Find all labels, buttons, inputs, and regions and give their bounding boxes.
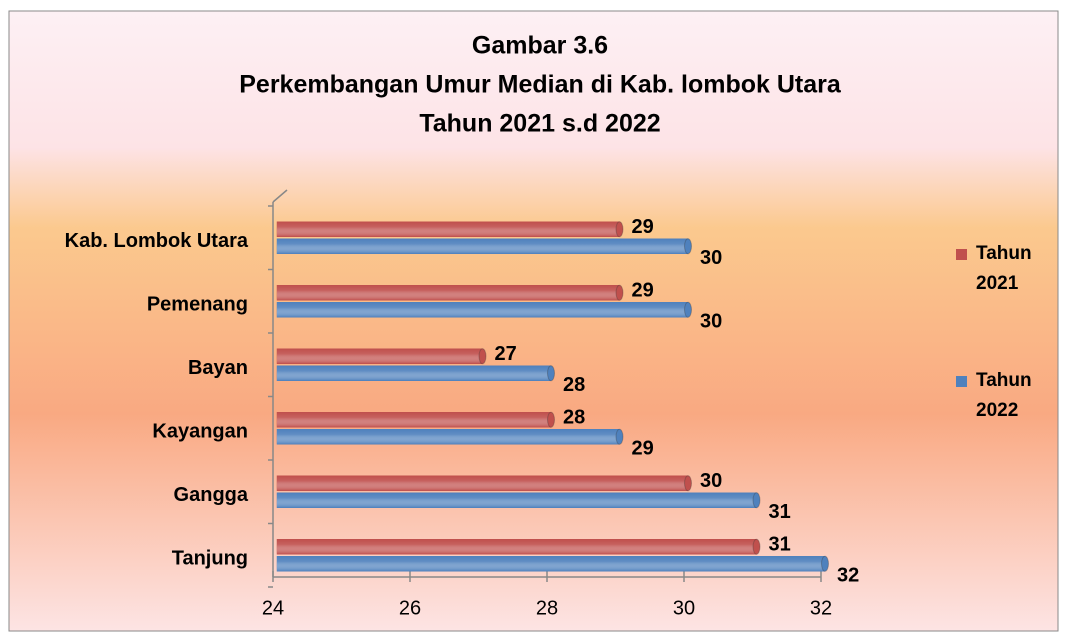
x-tick-label: 26 bbox=[399, 597, 421, 619]
value-label: 29 bbox=[632, 280, 654, 302]
bar-shine bbox=[277, 492, 757, 508]
bar-shine bbox=[277, 556, 825, 572]
bar-cap bbox=[615, 284, 624, 301]
bar-cap bbox=[752, 492, 761, 509]
value-label: 31 bbox=[769, 534, 791, 556]
x-tick-label: 32 bbox=[810, 597, 832, 619]
y-tick-label: Tanjung bbox=[172, 548, 248, 570]
y-axis-depth bbox=[272, 189, 288, 203]
bar-shine bbox=[277, 238, 688, 254]
legend-swatch bbox=[956, 376, 967, 387]
bar-cap bbox=[615, 221, 624, 238]
bar-cap bbox=[821, 555, 829, 572]
value-label: 30 bbox=[700, 247, 722, 269]
x-tick-label: 28 bbox=[536, 597, 558, 619]
legend-label: Tahun 2022 bbox=[976, 370, 1032, 421]
bar-shine bbox=[277, 429, 620, 445]
y-tick-label: Bayan bbox=[188, 357, 248, 379]
bar-cap bbox=[684, 301, 692, 318]
y-tick-label: Kab. Lombok Utara bbox=[65, 230, 249, 252]
value-label: 28 bbox=[563, 407, 585, 429]
value-label: 29 bbox=[632, 438, 654, 460]
bar-shine bbox=[277, 365, 551, 381]
value-label: 30 bbox=[700, 470, 722, 492]
bar-cap bbox=[615, 428, 624, 445]
bar-cap bbox=[478, 348, 487, 365]
x-tick-label: 24 bbox=[262, 597, 284, 619]
value-label: 29 bbox=[632, 216, 654, 238]
bar-cap bbox=[684, 475, 692, 492]
bar-cap bbox=[547, 411, 555, 428]
chart-title: Tahun 2021 s.d 2022 bbox=[419, 110, 660, 138]
chart-title: Perkembangan Umur Median di Kab. lombok … bbox=[239, 71, 842, 99]
bar-shine bbox=[277, 221, 620, 237]
legend-label: Tahun 2021 bbox=[976, 243, 1032, 294]
x-tick-label: 30 bbox=[673, 597, 695, 619]
chart-title: Gambar 3.6 bbox=[472, 32, 608, 60]
value-label: 31 bbox=[769, 501, 791, 523]
y-tick-label: Kayangan bbox=[152, 421, 248, 443]
bar-shine bbox=[277, 348, 483, 364]
chart-area bbox=[8, 10, 1059, 632]
value-label: 30 bbox=[700, 311, 722, 333]
bar-cap bbox=[684, 238, 692, 255]
bar-shine bbox=[277, 302, 688, 318]
bar-shine bbox=[277, 539, 757, 555]
y-tick-label: Pemenang bbox=[147, 294, 248, 316]
bar-shine bbox=[277, 285, 620, 301]
bar-shine bbox=[277, 412, 551, 428]
value-label: 28 bbox=[563, 374, 585, 396]
y-tick-label: Gangga bbox=[174, 484, 249, 506]
bar-cap bbox=[547, 365, 555, 382]
legend-swatch bbox=[956, 249, 967, 260]
bar-cap bbox=[752, 538, 761, 555]
value-label: 27 bbox=[495, 343, 517, 365]
value-label: 32 bbox=[837, 565, 859, 587]
bar-shine bbox=[277, 475, 688, 491]
